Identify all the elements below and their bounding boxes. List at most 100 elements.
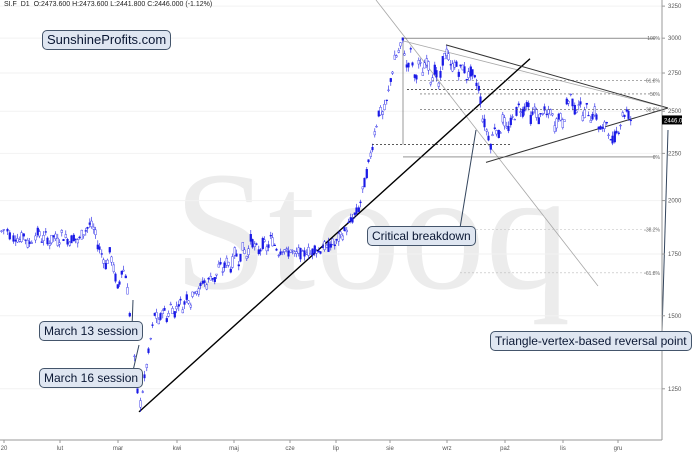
candle-body: [114, 273, 117, 282]
candle-body: [257, 249, 260, 255]
candle-body: [323, 241, 326, 250]
candle-body: [253, 243, 256, 247]
candle-body: [611, 135, 614, 144]
candle-body: [185, 294, 188, 300]
candle-body: [126, 287, 129, 295]
candle-body: [583, 109, 586, 119]
candle-body: [479, 96, 482, 104]
candle-body: [541, 113, 544, 115]
candle-body: [423, 62, 426, 69]
candle-body: [421, 72, 424, 76]
fib-label: -61.8%: [644, 271, 660, 277]
candle-body: [46, 237, 49, 245]
candle-body: [233, 247, 236, 256]
candle-body: [587, 114, 590, 117]
candle-body: [307, 247, 310, 256]
candle-body: [485, 129, 488, 132]
candle-body: [367, 159, 370, 163]
candle-body: [379, 107, 382, 116]
fan-line-upper: [402, 40, 669, 109]
candle-body: [225, 257, 228, 266]
candle-body: [311, 248, 314, 256]
candle-body: [243, 249, 246, 254]
candle-body: [203, 280, 206, 283]
candle-body: [447, 53, 450, 60]
candle-body: [12, 235, 15, 242]
critical-breakdown-callout: Critical breakdown: [367, 226, 476, 246]
candle-body: [577, 104, 580, 106]
candle-body: [295, 251, 298, 254]
candle-body: [371, 147, 374, 151]
candle-body: [353, 212, 356, 215]
candle-body: [437, 82, 440, 87]
candle-body: [247, 248, 250, 256]
candle-body: [70, 235, 73, 244]
candle-body: [283, 249, 286, 252]
candle-body: [599, 126, 602, 130]
candle-body: [619, 124, 622, 127]
candle-body: [579, 101, 582, 105]
candle-body: [147, 348, 150, 353]
candle-body: [84, 230, 87, 232]
x-tick-label: lis: [560, 446, 566, 452]
x-tick-label: cze: [285, 446, 295, 452]
candle-body: [267, 244, 270, 248]
candle-body: [339, 231, 342, 235]
critical-pointer: [459, 129, 477, 229]
candle-body: [531, 111, 534, 115]
y-tick-label: 1750: [668, 252, 682, 258]
candle-body: [475, 82, 478, 87]
candle-body: [62, 239, 65, 242]
candle-body: [171, 308, 174, 315]
candle-body: [343, 227, 346, 231]
candle-body: [393, 54, 396, 60]
candle-body: [277, 254, 280, 257]
march13-callout: March 13 session: [39, 321, 144, 341]
candle-body: [56, 237, 59, 246]
candle-body: [341, 235, 344, 240]
candle-body: [313, 245, 316, 254]
current-price-tag: [662, 115, 682, 125]
candle-body: [337, 233, 340, 242]
candle-body: [365, 169, 368, 179]
candle-body: [357, 207, 360, 212]
candle-body: [419, 62, 422, 64]
candle-body: [335, 238, 338, 241]
candle-body: [231, 256, 234, 268]
candle-body: [435, 70, 438, 78]
x-tick-label: kwi: [173, 446, 182, 452]
candle-body: [495, 130, 498, 135]
candle-body: [22, 233, 25, 237]
candle-body: [391, 71, 394, 74]
candle-body: [20, 232, 23, 242]
candle-body: [181, 309, 184, 314]
candle-body: [239, 253, 242, 262]
candle-body: [549, 109, 552, 116]
candle-body: [8, 232, 11, 240]
candle-body: [118, 281, 121, 285]
candle-body: [429, 82, 432, 85]
interval: D1: [20, 1, 30, 8]
candle-body: [527, 102, 530, 108]
candle-body: [403, 53, 406, 56]
candle-body: [537, 117, 540, 125]
candle-body: [285, 248, 288, 251]
candle-body: [263, 239, 266, 242]
candle-body: [24, 239, 27, 241]
candle-body: [205, 284, 208, 290]
candle-body: [607, 134, 610, 136]
candle-body: [519, 111, 522, 113]
candle-body: [179, 298, 182, 301]
candle-body: [92, 226, 95, 230]
candle-body: [359, 201, 362, 204]
candle-body: [76, 239, 79, 244]
x-tick-label: gru: [614, 446, 623, 452]
candle-body: [30, 242, 33, 244]
candle-body: [491, 134, 494, 136]
candle-body: [567, 101, 570, 104]
candle-body: [255, 243, 258, 245]
fib-label: 0%: [653, 155, 661, 161]
candle-body: [245, 255, 248, 259]
candle-body: [509, 117, 512, 126]
